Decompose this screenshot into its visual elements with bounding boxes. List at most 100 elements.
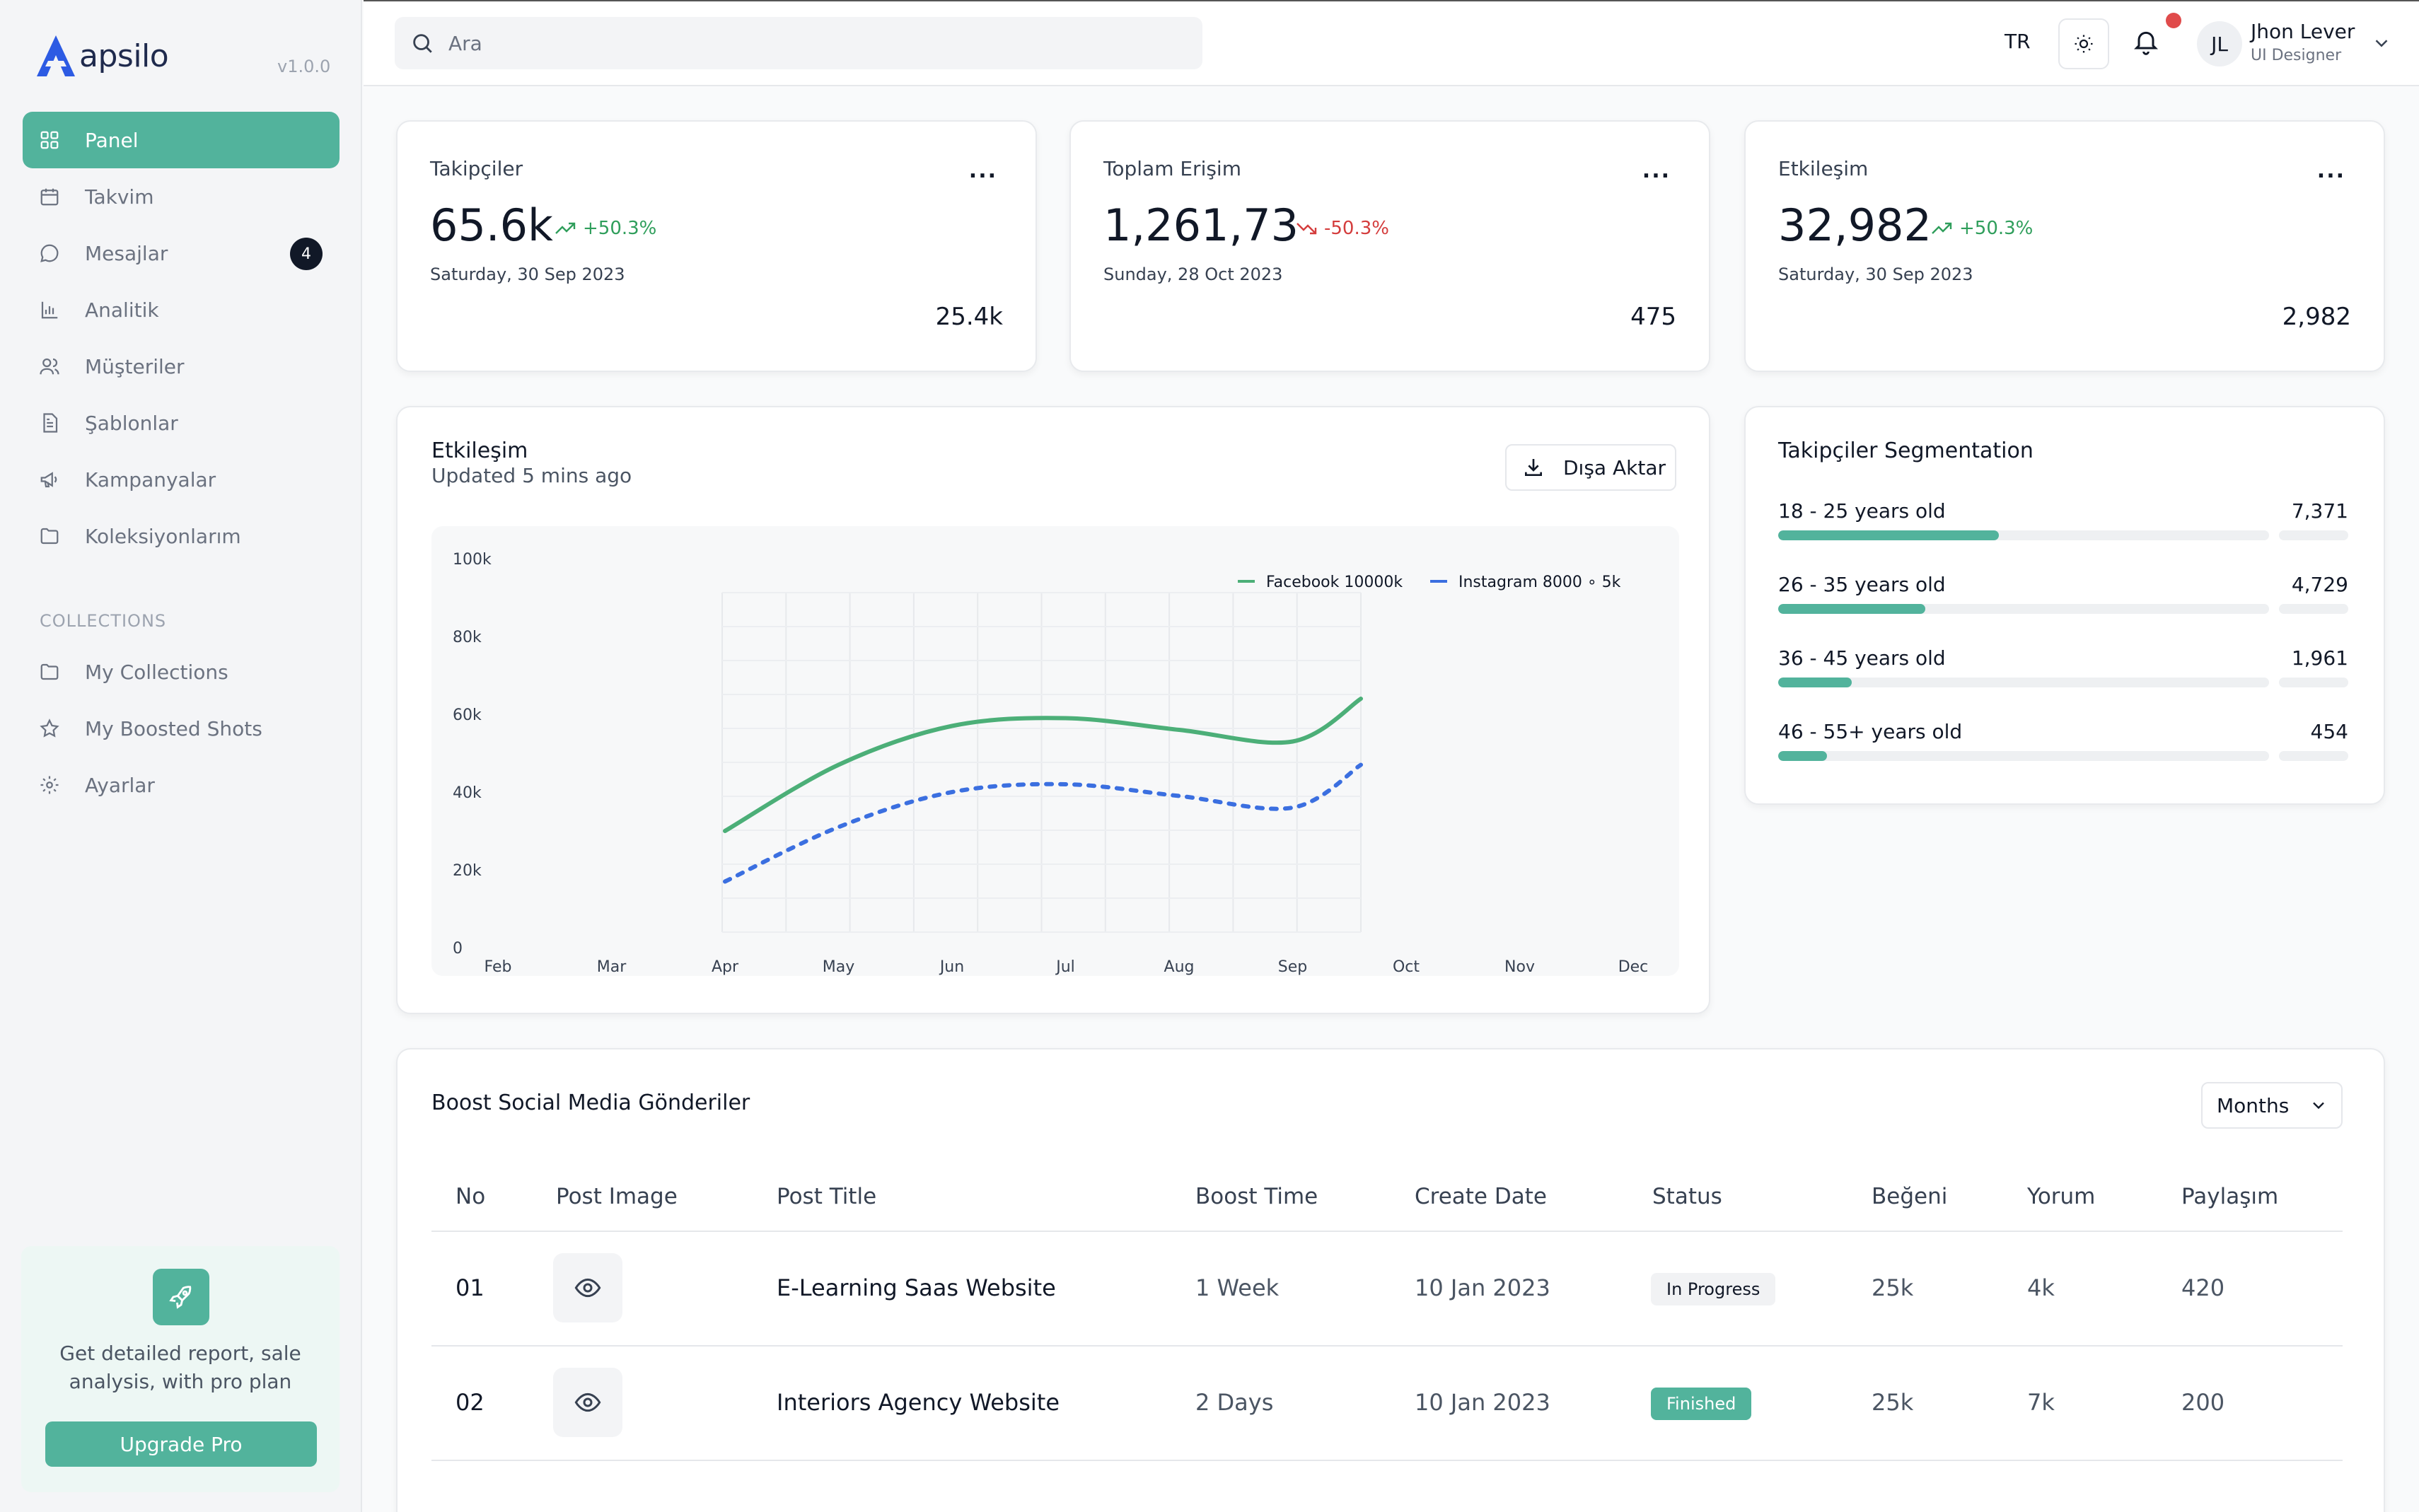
x-tick-label: Apr (712, 958, 739, 976)
x-tick-label: Jul (1055, 958, 1075, 976)
cell-boost-time: 2 Days (1195, 1389, 1274, 1416)
stat-change: +50.3% (1931, 218, 2033, 239)
logo[interactable]: apsilo (35, 34, 169, 78)
top-bar: TR JL Jhon Lever UI Designer (364, 0, 2419, 86)
column-header[interactable]: Beğeni (1872, 1184, 1948, 1209)
sidebar-item-my-collections-tr[interactable]: Koleksiyonlarım (23, 508, 340, 564)
sidebar-item-customers[interactable]: Müşteriler (23, 338, 340, 395)
sidebar-item-calendar[interactable]: Takvim (23, 168, 340, 225)
user-name[interactable]: Jhon Lever (2251, 20, 2355, 43)
user-role: UI Designer (2251, 47, 2342, 64)
segment-progress-bar (1778, 604, 2269, 614)
stat-date: Saturday, 30 Sep 2023 (430, 264, 625, 284)
export-button[interactable]: Dışa Aktar (1505, 444, 1676, 491)
promo-text: Get detailed report, sale analysis, with… (59, 1342, 301, 1393)
sidebar-item-settings[interactable]: Ayarlar (23, 757, 340, 813)
search-box[interactable] (395, 17, 1202, 69)
grid-icon (38, 129, 61, 151)
stat-card-total-reach: Toplam Erişim ... 1,261,73 -50.3% Sunday… (1069, 120, 1710, 372)
column-header[interactable]: Yorum (2027, 1184, 2096, 1209)
period-select[interactable]: Months (2201, 1082, 2343, 1129)
message-icon (38, 242, 61, 264)
sidebar-item-messages[interactable]: Mesajlar 4 (23, 225, 340, 281)
column-header[interactable]: Create Date (1415, 1184, 1547, 1209)
sidebar-item-analytics[interactable]: Analitik (23, 281, 340, 338)
segment-progress-fill (1778, 530, 2000, 540)
search-icon (413, 34, 432, 53)
x-tick-label: Mar (597, 958, 627, 976)
column-header[interactable]: No (456, 1184, 486, 1209)
bell-icon[interactable] (2132, 27, 2160, 55)
theme-toggle-button[interactable] (2058, 18, 2109, 69)
column-header[interactable]: Post Title (777, 1184, 877, 1209)
sidebar-item-label: My Boosted Shots (85, 716, 262, 740)
users-icon (38, 355, 61, 378)
bar-chart-icon (38, 298, 61, 321)
segment-progress-fill (1778, 604, 1926, 614)
stat-value: 32,982 (1778, 199, 1932, 251)
table-row[interactable]: 02 Interiors Agency Website 2 Days 10 Ja… (431, 1347, 2343, 1461)
more-options-button[interactable]: ... (2316, 158, 2345, 183)
sidebar-item-boosted-shots[interactable]: My Boosted Shots (23, 700, 340, 757)
stat-change: +50.3% (555, 218, 656, 239)
cell-no: 02 (456, 1389, 485, 1416)
notification-dot (2166, 13, 2181, 28)
table-row[interactable]: 01 E-Learning Saas Website 1 Week 10 Jan… (431, 1232, 2343, 1347)
stat-change-value: +50.3% (1959, 218, 2034, 239)
sidebar-item-label: Müşteriler (85, 354, 185, 378)
series-line-facebook (723, 697, 1363, 833)
folder-icon (38, 661, 61, 683)
column-header[interactable]: Post Image (556, 1184, 678, 1209)
more-options-button[interactable]: ... (968, 158, 997, 183)
segment-label: 26 - 35 years old (1778, 573, 1946, 596)
cell-post-title[interactable]: E-Learning Saas Website (777, 1274, 1056, 1301)
collections-nav: My Collections My Boosted Shots Ayarlar (23, 644, 340, 813)
upgrade-pro-button[interactable]: Upgrade Pro (45, 1421, 317, 1467)
chart-updated-text: Updated 5 mins ago (431, 464, 632, 487)
cell-post-title[interactable]: Interiors Agency Website (777, 1389, 1060, 1416)
more-options-button[interactable]: ... (1642, 158, 1671, 183)
stat-change: -50.3% (1296, 218, 1389, 239)
stat-secondary-value: 2,982 (2282, 303, 2351, 331)
column-header[interactable]: Status (1652, 1184, 1722, 1209)
segment-label: 18 - 25 years old (1778, 499, 1946, 523)
stat-secondary-value: 25.4k (935, 303, 1003, 331)
segment-progress-fill (1778, 751, 1828, 761)
legend-label: Facebook 10000k (1266, 574, 1403, 591)
post-image-preview-button[interactable] (553, 1253, 622, 1322)
language-switch[interactable]: TR (2005, 30, 2031, 53)
sidebar-item-label: Mesajlar (85, 241, 168, 265)
sidebar-item-panel[interactable]: Panel (23, 112, 340, 168)
x-tick-label: May (823, 958, 854, 976)
sidebar-item-campaigns[interactable]: Kampanyalar (23, 451, 340, 508)
cell-boost-time: 1 Week (1195, 1274, 1280, 1301)
stat-change-value: +50.3% (583, 218, 657, 239)
chevron-down-icon (2313, 1102, 2325, 1110)
chevron-down-icon[interactable] (2371, 33, 2392, 54)
sidebar-item-templates[interactable]: Şablonlar (23, 395, 340, 451)
sidebar-item-label: Takvim (85, 185, 154, 209)
avatar[interactable]: JL (2197, 21, 2242, 66)
folder-icon (38, 525, 61, 547)
cell-shares: 200 (2181, 1389, 2225, 1416)
boost-posts-card: Boost Social Media Gönderiler Months No … (396, 1048, 2385, 1512)
y-tick-label: 40k (453, 784, 482, 802)
sidebar-item-my-collections[interactable]: My Collections (23, 644, 340, 700)
y-tick-label: 60k (453, 706, 482, 724)
column-header[interactable]: Boost Time (1195, 1184, 1318, 1209)
segment-label: 46 - 55+ years old (1778, 720, 1963, 743)
segment-row: 18 - 25 years old 7,371 (1778, 499, 2348, 542)
segment-progress-remainder (2279, 678, 2348, 687)
stat-change-value: -50.3% (1324, 218, 1389, 239)
sidebar-item-label: Ayarlar (85, 773, 155, 797)
column-header[interactable]: Paylaşım (2181, 1184, 2279, 1209)
segment-progress-fill (1778, 678, 1852, 687)
cell-likes: 25k (1872, 1389, 1914, 1416)
x-tick-label: Aug (1164, 958, 1195, 976)
cell-create-date: 10 Jan 2023 (1415, 1389, 1550, 1416)
post-image-preview-button[interactable] (553, 1368, 622, 1437)
search-input[interactable] (448, 31, 1156, 55)
eye-icon (574, 1392, 601, 1412)
sidebar-item-label: Koleksiyonlarım (85, 524, 241, 548)
stat-label: Toplam Erişim (1103, 157, 1241, 180)
